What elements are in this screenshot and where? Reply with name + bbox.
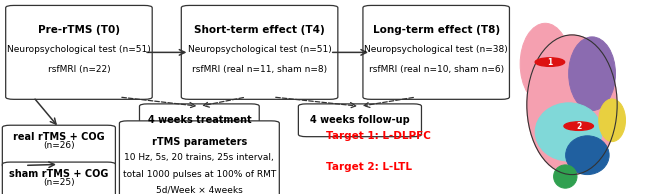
Text: Neuropsychological test (n=38): Neuropsychological test (n=38) <box>365 45 508 54</box>
Text: Long-term effect (T8): Long-term effect (T8) <box>373 25 500 35</box>
Text: rTMS parameters: rTMS parameters <box>152 137 247 147</box>
Text: 2: 2 <box>576 122 581 131</box>
Ellipse shape <box>554 165 577 188</box>
Text: real rTMS + COG: real rTMS + COG <box>13 132 104 142</box>
Text: (n=26): (n=26) <box>43 141 75 150</box>
Text: 10 Hz, 5s, 20 trains, 25s interval,: 10 Hz, 5s, 20 trains, 25s interval, <box>124 153 274 162</box>
Text: (n=25): (n=25) <box>43 178 75 187</box>
FancyBboxPatch shape <box>5 5 153 99</box>
Text: 4 weeks follow-up: 4 weeks follow-up <box>310 115 410 125</box>
FancyBboxPatch shape <box>3 162 115 194</box>
Ellipse shape <box>566 136 609 175</box>
Text: rsfMRI (real n=10, sham n=6): rsfMRI (real n=10, sham n=6) <box>369 65 504 74</box>
Ellipse shape <box>569 37 615 111</box>
Text: 5d/Week × 4weeks: 5d/Week × 4weeks <box>156 186 243 194</box>
Text: Neuropsychological test (n=51): Neuropsychological test (n=51) <box>7 45 151 54</box>
Text: Neuropsychological test (n=51): Neuropsychological test (n=51) <box>188 45 331 54</box>
Text: Target 2: L-LTL: Target 2: L-LTL <box>326 162 413 172</box>
FancyBboxPatch shape <box>139 104 259 137</box>
FancyBboxPatch shape <box>363 5 510 99</box>
Ellipse shape <box>527 35 617 175</box>
FancyBboxPatch shape <box>3 125 115 168</box>
Circle shape <box>564 122 593 130</box>
Circle shape <box>535 58 565 66</box>
Text: Short-term effect (T4): Short-term effect (T4) <box>194 25 325 35</box>
Text: Target 1: L-DLPFC: Target 1: L-DLPFC <box>326 131 432 141</box>
FancyBboxPatch shape <box>298 104 421 137</box>
Text: Pre-rTMS (T0): Pre-rTMS (T0) <box>38 25 120 35</box>
Ellipse shape <box>520 23 570 105</box>
Text: rsfMRI (n=22): rsfMRI (n=22) <box>47 65 110 74</box>
Text: rsfMRI (real n=11, sham n=8): rsfMRI (real n=11, sham n=8) <box>192 65 327 74</box>
Text: sham rTMS + COG: sham rTMS + COG <box>9 169 108 179</box>
FancyBboxPatch shape <box>181 5 338 99</box>
Text: 4 weeks treatment: 4 weeks treatment <box>148 115 251 125</box>
Ellipse shape <box>599 99 626 142</box>
Ellipse shape <box>535 103 602 161</box>
Text: 1: 1 <box>547 58 553 67</box>
Text: total 1000 pulses at 100% of RMT: total 1000 pulses at 100% of RMT <box>122 170 276 178</box>
FancyBboxPatch shape <box>119 121 280 194</box>
